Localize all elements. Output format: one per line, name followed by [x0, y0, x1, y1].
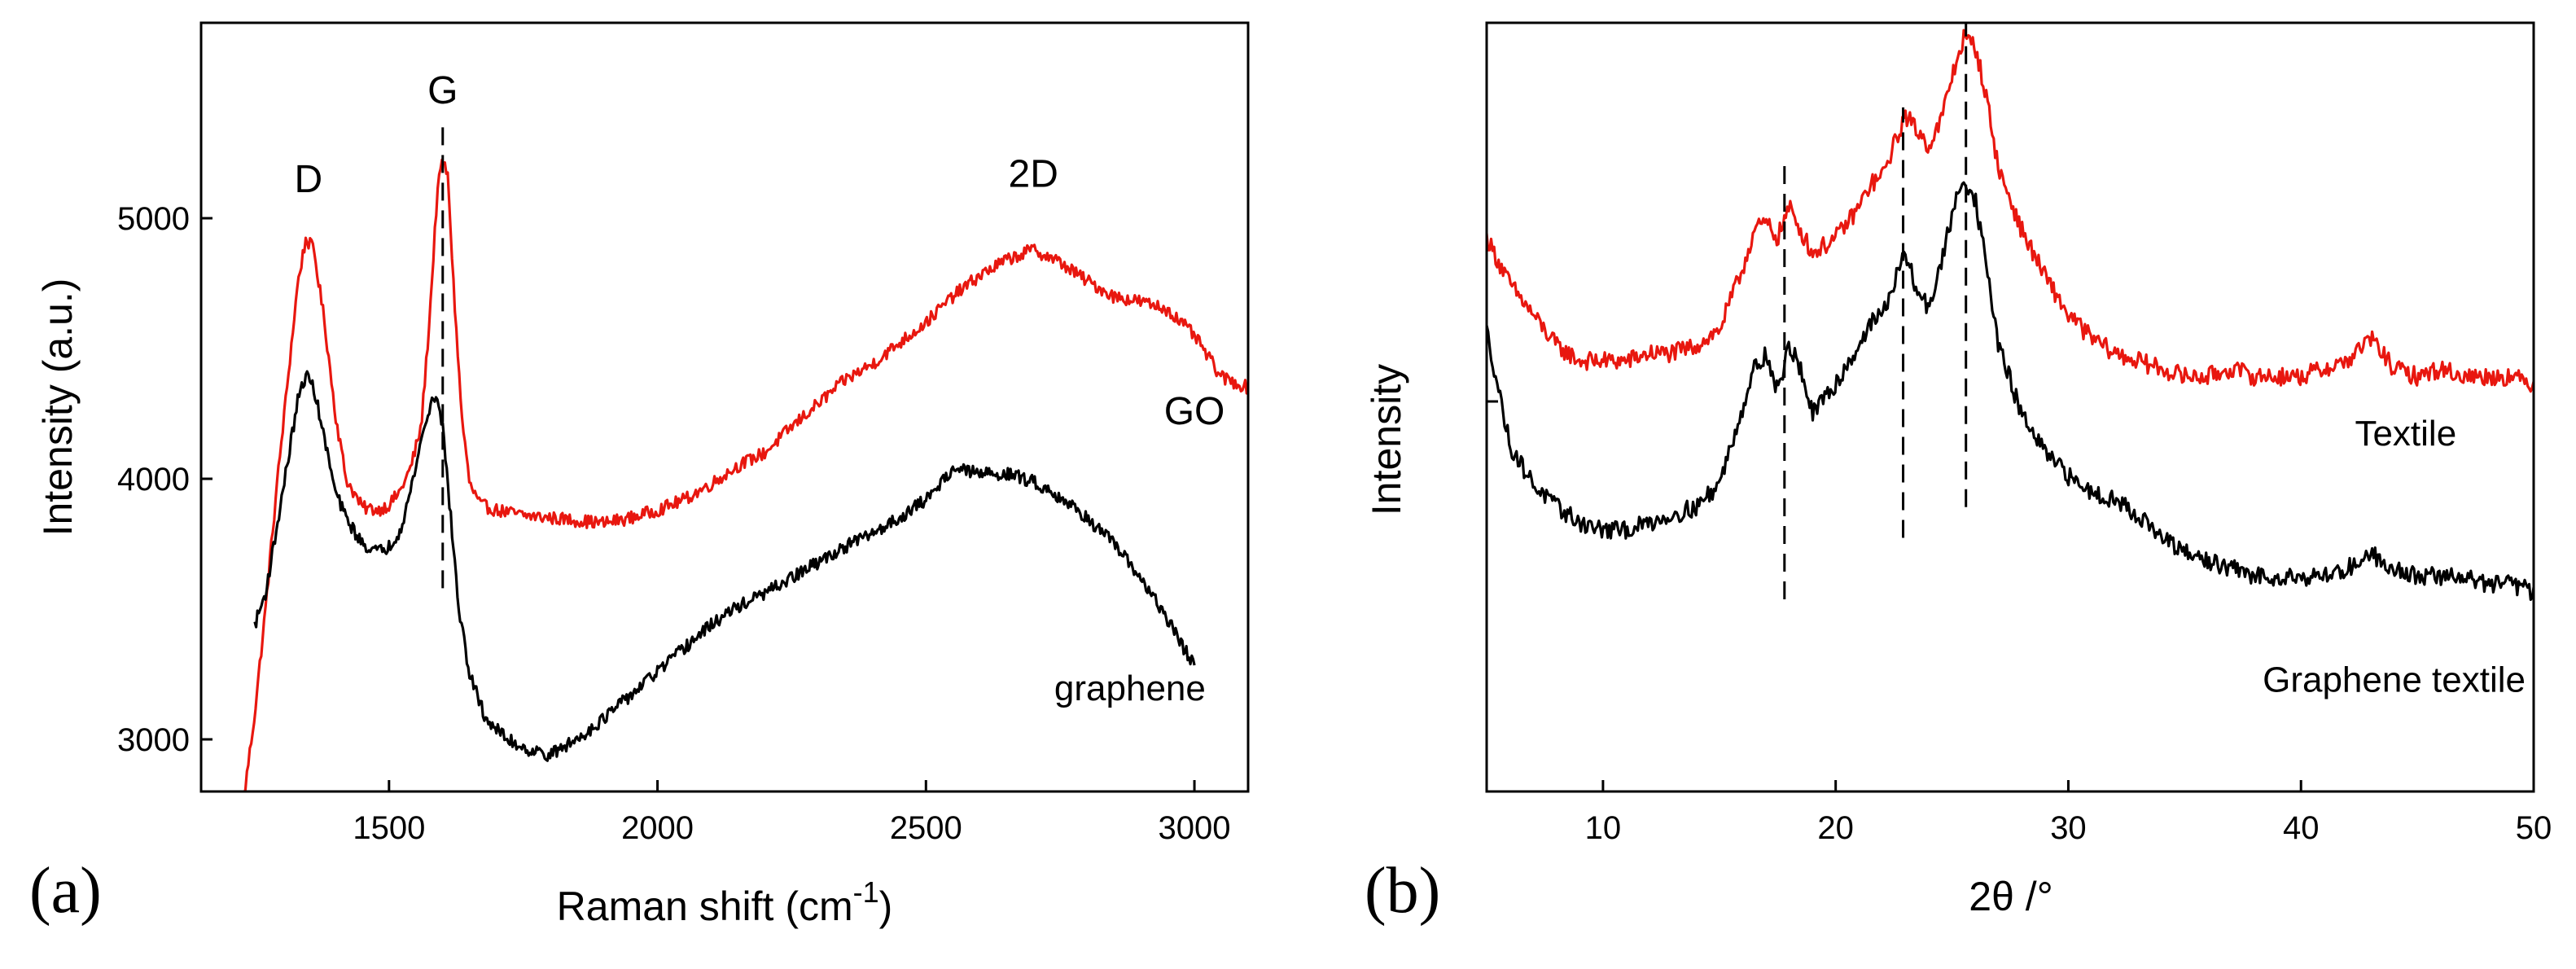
panel-a-label: (a) [29, 855, 102, 927]
chart-panel-a: 1500 2000 2500 3000 3000 4000 5000 D G 2D GO graph… [29, 21, 1250, 929]
x-tick-label: 2500 [890, 810, 962, 846]
panel-b-xlabel: 2θ /° [1969, 874, 2052, 919]
series-line-graphene [253, 370, 1196, 762]
series-line-graphene-textile [1487, 181, 2534, 602]
panel-b-annotations: Textile Graphene textile [2263, 414, 2526, 699]
annotation-g: G [427, 69, 458, 112]
panel-b-ylabel: Intensity [1364, 364, 1409, 515]
series-line-go [243, 158, 1248, 791]
x-tick-label: 20 [1817, 810, 1854, 846]
chart-panel-b: 10 20 30 40 50 Textile Graphene textile Inten… [1364, 21, 2552, 927]
annotation-graphene-textile: Graphene textile [2263, 660, 2526, 699]
panel-a-xlabel-suffix: ) [879, 884, 893, 929]
y-tick-label: 5000 [117, 201, 190, 237]
panel-a-xlabel-superscript: -1 [853, 875, 879, 909]
panel-b-label: (b) [1365, 855, 1440, 927]
panel-a-traces [243, 158, 1248, 791]
panel-a-plot-frame [199, 21, 1250, 793]
panel-a-ylabel: Intensity (a.u.) [35, 278, 81, 537]
x-tick-label: 10 [1585, 810, 1622, 846]
panel-a-xlabel: Raman shift (cm-1) [557, 875, 893, 929]
annotation-graphene: graphene [1054, 669, 1206, 708]
panel-b-traces [1487, 28, 2534, 602]
x-tick-label: 1500 [353, 810, 425, 846]
panel-a-ticks: 1500 2000 2500 3000 3000 4000 5000 [117, 201, 1231, 846]
x-tick-label: 3000 [1159, 810, 1231, 846]
y-tick-label: 3000 [117, 722, 190, 758]
annotation-d: D [295, 158, 323, 201]
annotation-textile: Textile [2355, 414, 2456, 454]
annotation-go: GO [1164, 390, 1225, 433]
panel-b-ticks: 10 20 30 40 50 [1585, 780, 2552, 846]
y-tick-label: 4000 [117, 462, 190, 498]
series-line-textile [1487, 28, 2534, 393]
panel-a-xlabel-main: Raman shift (cm [557, 884, 853, 929]
annotation-2d: 2D [1009, 153, 1058, 196]
x-tick-label: 50 [2516, 810, 2552, 846]
panel-b-plot-frame [1485, 21, 2535, 793]
x-tick-label: 40 [2283, 810, 2320, 846]
x-tick-label: 2000 [621, 810, 694, 846]
panel-a-annotations: D G 2D GO graphene [295, 69, 1225, 708]
panel-b-dashed-guides [1783, 23, 1968, 599]
x-tick-label: 30 [2050, 810, 2087, 846]
